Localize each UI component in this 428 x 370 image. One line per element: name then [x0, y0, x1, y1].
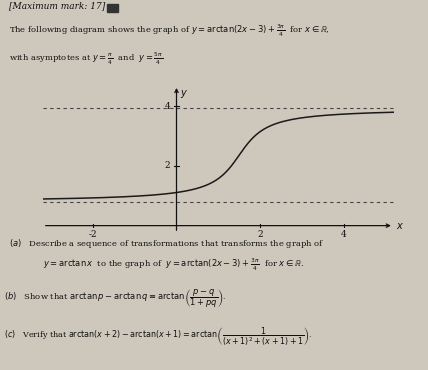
Text: [Maximum mark: 17]: [Maximum mark: 17]: [9, 1, 105, 11]
Text: $y = \arctan x$  to the graph of  $y = \arctan(2x-3) + \frac{3\pi}{4}$  for $x \: $y = \arctan x$ to the graph of $y = \ar…: [43, 256, 304, 273]
Text: $(a)$   Describe a sequence of transformations that transforms the graph of: $(a)$ Describe a sequence of transformat…: [9, 237, 324, 250]
Text: 4: 4: [341, 231, 347, 239]
Text: with asymptotes at $y = \frac{\pi}{4}$  and  $y = \frac{5\pi}{4}$: with asymptotes at $y = \frac{\pi}{4}$ a…: [9, 50, 163, 67]
Text: -2: -2: [89, 231, 97, 239]
Text: 2: 2: [165, 161, 170, 170]
Text: $(b)$   Show that $\arctan p - \arctan q \equiv \arctan\!\left(\dfrac{p-q}{1+pq}: $(b)$ Show that $\arctan p - \arctan q \…: [4, 287, 226, 310]
Text: $(c)$   Verify that $\arctan(x+2) - \arctan(x+1) = \arctan\!\left(\dfrac{1}{(x+1: $(c)$ Verify that $\arctan(x+2) - \arcta…: [4, 325, 313, 348]
Text: The following diagram shows the graph of $y = \arctan(2x-3) + \frac{3\pi}{4}$  f: The following diagram shows the graph of…: [9, 23, 329, 39]
Text: $x$: $x$: [396, 221, 404, 231]
Text: $y$: $y$: [180, 88, 188, 100]
Text: 4: 4: [164, 101, 170, 111]
Text: 2: 2: [257, 231, 263, 239]
Bar: [107, 4, 118, 12]
